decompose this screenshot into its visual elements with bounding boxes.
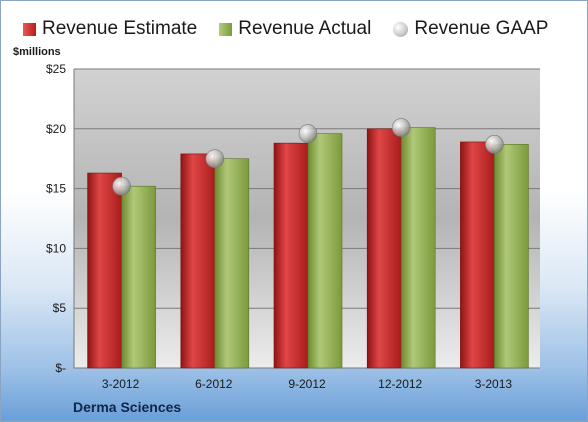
gaap-markers xyxy=(112,118,504,196)
marker-revenue-gaap xyxy=(205,149,225,168)
y-tick-label: $15 xyxy=(46,182,66,196)
marker-revenue-gaap xyxy=(485,135,504,154)
bar-revenue-estimate xyxy=(87,172,122,369)
legend-swatch-green xyxy=(219,22,233,36)
bar-revenue-actual xyxy=(400,127,436,369)
marker-revenue-gaap xyxy=(112,176,131,196)
legend-swatch-red xyxy=(23,22,36,36)
legend-label: Revenue Actual xyxy=(238,18,372,39)
bar-revenue-actual xyxy=(307,133,343,369)
legend-marker-sphere xyxy=(393,21,409,37)
y-axis-ticks: $- $5 $10 $15 $20 $25 xyxy=(46,62,66,375)
company-name: Derma Sciences xyxy=(73,399,182,415)
bar-revenue-estimate xyxy=(180,153,216,369)
y-tick-label: $20 xyxy=(46,122,66,136)
bar-revenue-estimate xyxy=(460,141,495,369)
y-tick-label: $10 xyxy=(46,241,66,255)
legend-label: Revenue GAAP xyxy=(414,18,549,39)
bar-revenue-actual xyxy=(494,144,529,369)
legend-item-revenue-actual: Revenue Actual xyxy=(219,18,371,40)
bar-revenue-actual xyxy=(121,185,156,369)
legend: Revenue Estimate Revenue Actual Revenue … xyxy=(23,17,570,41)
x-tick-label: 6-2012 xyxy=(195,377,233,391)
x-tick-label: 9-2012 xyxy=(288,377,326,391)
x-tick-label: 12-2012 xyxy=(378,377,422,391)
bars xyxy=(87,127,529,369)
y-tick-label: $- xyxy=(55,361,66,375)
y-axis-unit-label: $millions xyxy=(13,46,61,58)
x-axis-ticks: 3-2012 6-2012 9-2012 12-2012 3-2013 xyxy=(102,377,512,391)
bar-revenue-actual xyxy=(214,158,250,369)
marker-revenue-gaap xyxy=(391,118,411,137)
x-tick-label: 3-2012 xyxy=(102,377,140,391)
legend-item-revenue-gaap: Revenue GAAP xyxy=(393,18,548,40)
bar-revenue-estimate xyxy=(366,128,402,369)
y-tick-label: $25 xyxy=(46,62,66,76)
legend-label: Revenue Estimate xyxy=(42,18,198,39)
marker-revenue-gaap xyxy=(298,124,318,143)
bar-revenue-estimate xyxy=(273,142,309,369)
y-tick-label: $5 xyxy=(53,301,67,315)
legend-item-revenue-estimate: Revenue Estimate xyxy=(23,18,197,40)
x-tick-label: 3-2013 xyxy=(475,377,513,391)
